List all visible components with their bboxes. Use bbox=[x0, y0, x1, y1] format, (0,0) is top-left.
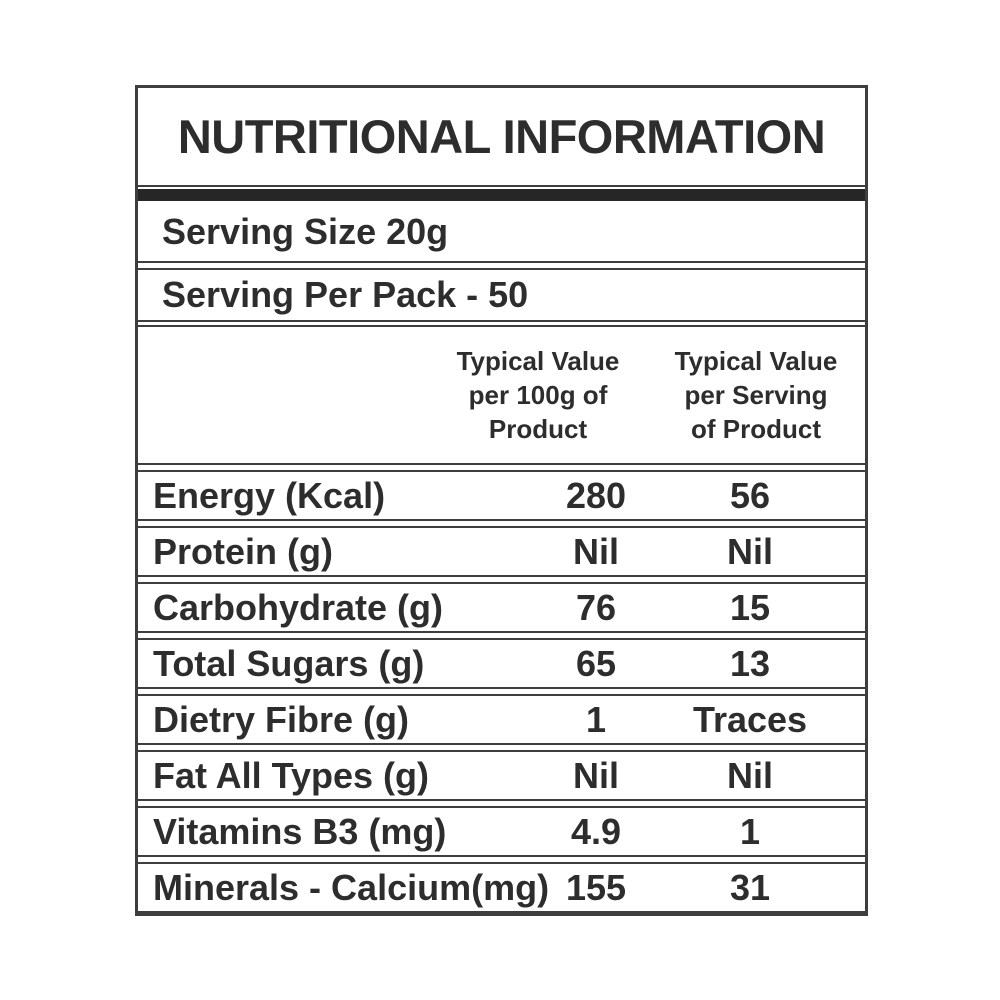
title-divider-bar bbox=[138, 189, 865, 201]
serving-size-row: Serving Size 20g bbox=[138, 203, 865, 263]
table-row-total-sugars: Total Sugars (g) 65 13 bbox=[138, 638, 865, 689]
row-value-per-100g: Nil bbox=[572, 530, 619, 572]
table-row-dietry-fibre: Dietry Fibre (g) 1 Traces bbox=[138, 694, 865, 745]
row-value-per-100g: 1 bbox=[585, 698, 607, 740]
table-row-vitamins-b3: Vitamins B3 (mg) 4.9 1 bbox=[138, 806, 865, 857]
row-label: Protein (g) bbox=[153, 530, 333, 572]
table-row-protein: Protein (g) Nil Nil bbox=[138, 526, 865, 577]
serving-per-pack-row: Serving Per Pack - 50 bbox=[138, 268, 865, 322]
row-value-per-serving: 31 bbox=[729, 866, 771, 908]
row-value-per-100g: Nil bbox=[572, 754, 619, 796]
row-value-per-100g: 65 bbox=[575, 642, 617, 684]
table-row-fat-all-types: Fat All Types (g) Nil Nil bbox=[138, 750, 865, 801]
row-value-per-100g: 76 bbox=[575, 586, 617, 628]
column-header-per-serving: Typical Value per Serving of Product bbox=[674, 346, 838, 444]
row-value-per-serving: Traces bbox=[692, 698, 808, 740]
nutrition-label: NUTRITIONAL INFORMATION Serving Size 20g… bbox=[135, 85, 868, 916]
row-value-per-serving: 13 bbox=[729, 642, 771, 684]
column-header-per-100g: Typical Value per 100g of Product bbox=[456, 346, 620, 444]
row-value-per-serving: 1 bbox=[739, 810, 761, 852]
serving-size-text: Serving Size 20g bbox=[162, 211, 449, 252]
row-value-per-serving: Nil bbox=[726, 530, 773, 572]
row-label: Total Sugars (g) bbox=[153, 642, 425, 684]
table-row-energy: Energy (Kcal) 280 56 bbox=[138, 470, 865, 521]
row-label: Vitamins B3 (mg) bbox=[153, 810, 447, 852]
row-label: Minerals - Calcium(mg) bbox=[153, 866, 550, 908]
title-box: NUTRITIONAL INFORMATION bbox=[138, 88, 865, 187]
row-label: Dietry Fibre (g) bbox=[153, 698, 410, 740]
page-title: NUTRITIONAL INFORMATION bbox=[177, 110, 826, 163]
column-header-row: Typical Value per 100g of Product Typica… bbox=[138, 325, 865, 465]
serving-per-pack-text: Serving Per Pack - 50 bbox=[162, 274, 529, 315]
row-value-per-serving: 56 bbox=[729, 474, 771, 516]
row-value-per-serving: Nil bbox=[726, 754, 773, 796]
row-label: Fat All Types (g) bbox=[153, 754, 430, 796]
row-value-per-serving: 15 bbox=[729, 586, 771, 628]
table-row-carbohydrate: Carbohydrate (g) 76 15 bbox=[138, 582, 865, 633]
row-label: Carbohydrate (g) bbox=[153, 586, 444, 628]
row-label: Energy (Kcal) bbox=[153, 474, 386, 516]
table-row-minerals-calcium: Minerals - Calcium(mg) 155 31 bbox=[138, 862, 865, 913]
row-value-per-100g: 4.9 bbox=[570, 810, 622, 852]
row-value-per-100g: 155 bbox=[565, 866, 627, 908]
row-value-per-100g: 280 bbox=[565, 474, 627, 516]
